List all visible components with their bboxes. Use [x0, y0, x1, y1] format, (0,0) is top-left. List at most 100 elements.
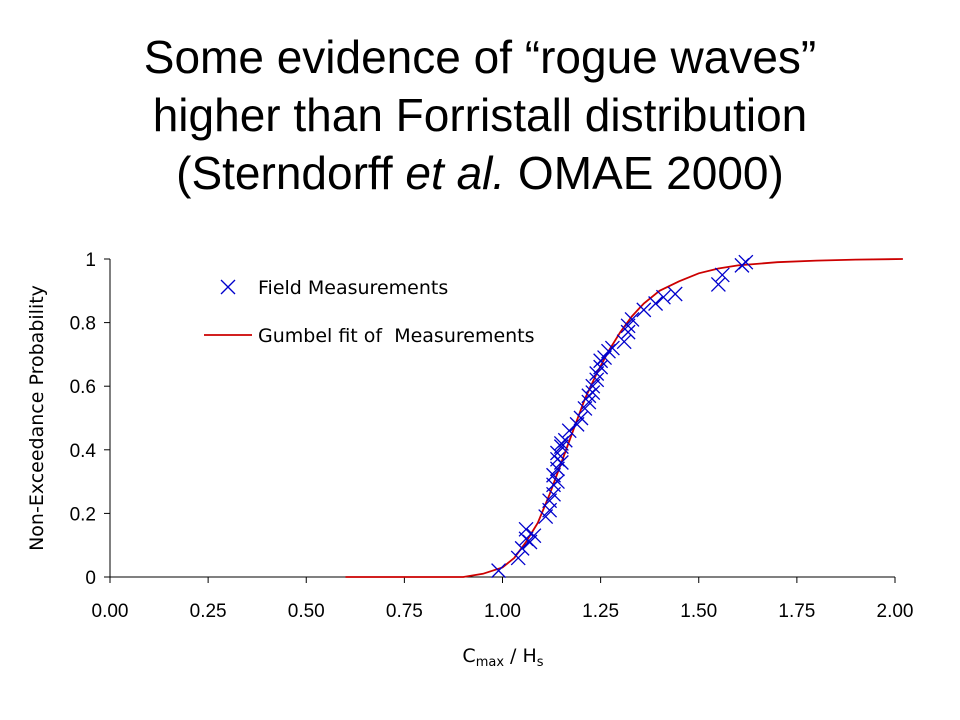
slide-title: Some evidence of “rogue waves” higher th… [0, 28, 960, 202]
marker-stroke [542, 493, 558, 509]
field-measurement-marker [714, 267, 730, 283]
marker-stroke [710, 276, 726, 292]
marker-stroke [648, 296, 664, 311]
legend-entry-field-measurements: Field Measurements [220, 277, 448, 299]
marker-stroke [589, 372, 605, 388]
x-axis-title-mid: / H [504, 645, 537, 667]
y-tick-label: 0.8 [70, 314, 96, 335]
marker-stroke [589, 366, 605, 381]
field-measurement-marker [549, 445, 565, 461]
x-tick-label: 1.75 [778, 601, 815, 622]
marker-stroke [616, 334, 632, 350]
field-measurement-marker [553, 455, 569, 470]
field-measurement-marker [738, 254, 754, 270]
x-tick-label: 2.00 [877, 601, 914, 622]
marker-stroke [518, 521, 534, 537]
field-measurement-marker [538, 509, 554, 525]
field-measurement-marker [577, 401, 593, 416]
y-axis-title: Non-Exceedance Probability [26, 285, 48, 551]
field-measurement-marker [667, 286, 683, 302]
field-measurement-marker [620, 318, 636, 334]
marker-stroke [569, 416, 585, 432]
field-measurement-marker [510, 550, 526, 566]
title-line-3: (Sterndorff et al. OMAE 2000) [0, 144, 960, 202]
field-measurement-marker [648, 296, 664, 311]
marker-stroke [667, 286, 683, 302]
marker-stroke [714, 267, 730, 283]
marker-stroke [585, 385, 601, 401]
y-tick-label: 0 [85, 568, 96, 589]
field-measurement-marker [597, 350, 613, 366]
marker-stroke [549, 445, 565, 461]
field-measurement-marker [553, 439, 569, 455]
field-measurement-marker [526, 528, 542, 544]
marker-stroke [491, 563, 507, 579]
field-measurement-marker [518, 521, 534, 537]
legend-entry-gumbel-fit: Gumbel fit of Measurements [204, 325, 535, 347]
y-tick-label: 0.2 [70, 504, 96, 525]
marker-stroke [581, 394, 597, 410]
x-tick-label: 0.25 [190, 601, 227, 622]
title-line-3-post: OMAE 2000) [505, 147, 784, 199]
marker-stroke [549, 474, 565, 490]
marker-stroke [738, 254, 754, 270]
field-measurement-marker [636, 302, 652, 318]
marker-stroke [577, 401, 593, 416]
field-measurement-marker [593, 359, 609, 375]
marker-stroke [553, 455, 569, 470]
title-line-3-pre: (Sterndorff [176, 147, 406, 199]
field-measurement-marker [604, 340, 620, 356]
field-measurement-marker [542, 493, 558, 509]
x-axis-title-sub2: s [537, 655, 544, 670]
field-measurement-marker [585, 385, 601, 401]
field-measurement-marker [569, 416, 585, 432]
y-tick-label: 0.6 [70, 377, 96, 398]
y-tick-label: 1 [85, 250, 96, 271]
field-measurement-marker [491, 563, 507, 579]
marker-stroke [597, 350, 613, 366]
title-line-2: higher than Forristall distribution [152, 89, 808, 141]
field-measurement-marker [710, 276, 726, 292]
marker-stroke [510, 550, 526, 566]
legend-label: Field Measurements [258, 277, 448, 299]
field-measurement-marker [624, 311, 640, 327]
field-measurement-marker [546, 467, 561, 483]
marker-stroke [546, 467, 561, 483]
field-measurement-marker [620, 324, 636, 340]
marker-stroke [655, 289, 671, 305]
series-layer [345, 254, 903, 579]
y-tick-label: 0.4 [70, 441, 97, 462]
field-measurement-marker [573, 410, 589, 426]
field-measurement-marker [581, 394, 597, 410]
marker-stroke [538, 509, 554, 525]
legend-label: Gumbel fit of Measurements [258, 325, 535, 347]
marker-stroke [514, 540, 530, 556]
marker-stroke [624, 311, 640, 327]
field-measurement-marker [557, 432, 573, 448]
x-tick-label: 1.50 [680, 601, 717, 622]
marker-stroke [526, 528, 542, 544]
marker-stroke [620, 318, 636, 334]
marker-stroke [593, 359, 609, 375]
marker-stroke [585, 378, 601, 394]
field-measurement-marker [616, 334, 632, 350]
x-axis-title-main: C [462, 645, 475, 667]
x-tick-label: 1.00 [484, 601, 521, 622]
marker-stroke [604, 340, 620, 356]
field-measurement-marker [522, 534, 538, 550]
marker-stroke [553, 439, 569, 455]
x-tick-label: 0.50 [288, 601, 325, 622]
field-measurement-marker [589, 372, 605, 388]
marker-stroke [636, 302, 652, 318]
x-tick-label: 0.00 [92, 601, 129, 622]
field-measurement-marker [589, 366, 605, 381]
field-measurement-marker [561, 423, 577, 439]
x-axis-title-sub1: max [476, 655, 505, 670]
marker-stroke [573, 410, 589, 426]
field-measurement-marker [585, 378, 601, 394]
legend: Field Measurements Gumbel fit of Measurem… [204, 277, 535, 347]
title-line-1: Some evidence of “rogue waves” [143, 31, 817, 83]
y-axis: 0 0.2 0.4 0.6 0.8 1 [70, 250, 111, 589]
marker-stroke [620, 324, 636, 340]
